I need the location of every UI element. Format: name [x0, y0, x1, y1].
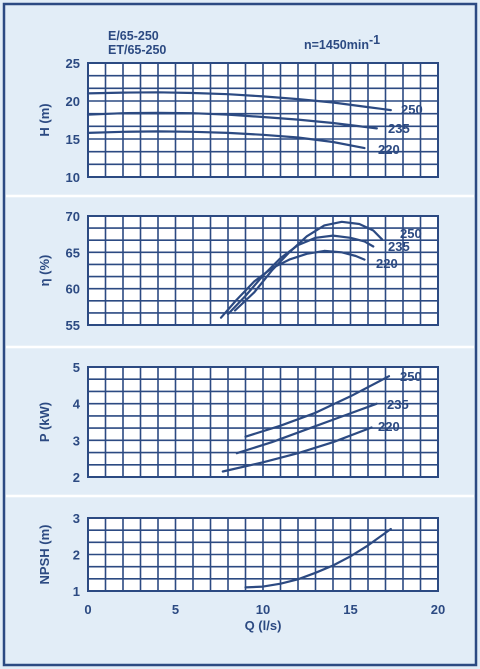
y-tick-label: 10 — [66, 170, 80, 185]
impeller-label: 250 — [400, 226, 422, 241]
y-axis-label: η (%) — [37, 255, 52, 287]
x-tick-label: 15 — [343, 602, 357, 617]
impeller-label: 250 — [401, 102, 423, 117]
speed-exponent: -1 — [369, 33, 380, 47]
y-axis-label: H (m) — [37, 103, 52, 136]
impeller-label: 235 — [388, 121, 410, 136]
model-label-e: E/65-250 — [108, 29, 159, 43]
impeller-label: 220 — [378, 419, 400, 434]
curve-efficiency-220 — [219, 249, 366, 319]
curve-head-250 — [86, 91, 392, 112]
plot-border — [87, 366, 439, 478]
model-label-et: ET/65-250 — [108, 43, 166, 57]
y-tick-label: 1 — [73, 584, 80, 599]
curve-npsh — [244, 527, 392, 589]
curve-power-250 — [244, 375, 391, 438]
y-tick-label: 60 — [66, 282, 80, 297]
curve-head-220 — [86, 130, 366, 150]
impeller-label: 220 — [378, 142, 400, 157]
y-axis-label: P (kW) — [37, 402, 52, 442]
speed-label: n=1450min-1 — [304, 33, 380, 52]
x-tick-label: 5 — [172, 602, 179, 617]
y-tick-label: 4 — [73, 397, 81, 412]
y-tick-label: 15 — [66, 132, 80, 147]
y-tick-label: 3 — [73, 433, 80, 448]
x-tick-label: 20 — [431, 602, 445, 617]
y-tick-label: 65 — [66, 245, 80, 260]
curve-power-235 — [235, 402, 378, 455]
plot-border — [87, 215, 439, 326]
speed-value: n=1450min — [304, 38, 369, 52]
y-axis-label: NPSH (m) — [37, 525, 52, 585]
curve-efficiency-235 — [226, 234, 375, 316]
y-tick-label: 5 — [73, 360, 80, 375]
y-tick-label: 25 — [66, 56, 80, 71]
curve-head-235 — [86, 111, 378, 130]
impeller-label: 250 — [400, 369, 422, 384]
curve-power-220 — [221, 426, 373, 473]
y-tick-label: 2 — [73, 548, 80, 563]
plot-border — [87, 62, 439, 178]
plot-border — [87, 517, 439, 592]
x-tick-label: 10 — [256, 602, 270, 617]
impeller-label: 235 — [388, 239, 410, 254]
y-tick-label: 20 — [66, 94, 80, 109]
y-tick-label: 70 — [66, 209, 80, 224]
y-tick-label: 55 — [66, 318, 80, 333]
impeller-label: 235 — [387, 397, 409, 412]
x-axis-label: Q (l/s) — [245, 618, 282, 633]
y-tick-label: 3 — [73, 511, 80, 526]
curve-efficiency-250 — [233, 220, 384, 312]
x-tick-label: 0 — [84, 602, 91, 617]
impeller-label: 220 — [376, 256, 398, 271]
y-tick-label: 2 — [73, 470, 80, 485]
